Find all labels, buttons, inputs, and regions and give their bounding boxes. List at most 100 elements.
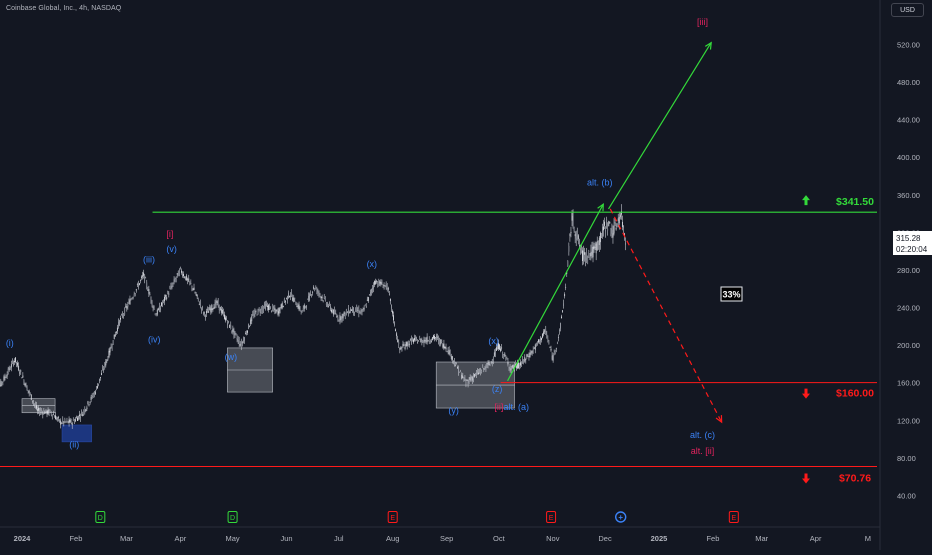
candle-body <box>260 312 261 313</box>
candle-body <box>337 317 338 320</box>
candle-body <box>17 363 18 366</box>
candle-body <box>160 308 161 310</box>
candle-body <box>550 347 551 348</box>
y-tick-label: 360.00 <box>897 191 920 200</box>
candle-body <box>448 348 449 352</box>
candle-body <box>454 361 455 365</box>
wave-label: alt. [ii] <box>691 446 715 456</box>
candle-body <box>93 396 94 397</box>
candle-body <box>389 294 390 295</box>
candle-body <box>353 307 354 313</box>
candle-body <box>493 359 494 360</box>
candle-body <box>574 228 575 231</box>
earnings-event-label: E <box>731 515 736 522</box>
candle-body <box>279 308 280 313</box>
candle-body <box>163 300 164 301</box>
candle-body <box>313 287 314 289</box>
candle-body <box>449 350 450 354</box>
currency-selector[interactable]: USD <box>891 3 924 17</box>
candle-body <box>388 288 389 290</box>
level-label: $160.00 <box>836 388 874 400</box>
candle-body <box>319 291 320 294</box>
candle-body <box>595 247 596 248</box>
candle-body <box>441 341 442 342</box>
candle-body <box>597 241 598 250</box>
candle-body <box>578 235 579 239</box>
candle-body <box>89 405 90 406</box>
candle-body <box>141 277 142 278</box>
candle-body <box>11 364 12 367</box>
candle-body <box>27 387 28 391</box>
candle-body <box>192 286 193 288</box>
candle-body <box>438 338 439 341</box>
x-tick-label: M <box>865 534 871 543</box>
candle-body <box>535 345 536 350</box>
candle-body <box>345 313 346 317</box>
candle-body <box>510 367 511 369</box>
candle-body <box>200 303 201 305</box>
candle-body <box>577 232 578 240</box>
dividend-event-label: D <box>98 515 103 522</box>
candle-body <box>207 310 208 311</box>
candle-body <box>568 246 569 252</box>
candle-body <box>357 310 358 311</box>
candle-body <box>221 309 222 313</box>
candle-body <box>459 372 460 373</box>
candle-body <box>174 279 175 282</box>
candle-body <box>280 308 281 311</box>
candle-body <box>444 344 445 349</box>
candle-body <box>243 340 244 342</box>
symbol-title: Coinbase Global, Inc., 4h, NASDAQ <box>6 5 121 12</box>
candle-body <box>502 352 503 355</box>
candle-body <box>114 335 115 340</box>
candle-body <box>471 378 472 380</box>
candle-body <box>41 411 42 412</box>
y-tick-label: 40.00 <box>897 491 916 500</box>
candle-body <box>351 310 352 311</box>
x-tick-label: Apr <box>175 534 187 543</box>
candle-body <box>397 340 398 343</box>
wave-label: alt. (a) <box>504 402 530 412</box>
candle-body <box>235 331 236 334</box>
candle-body <box>123 314 124 315</box>
candle-body <box>609 222 610 223</box>
candle-body <box>228 321 229 322</box>
candle-body <box>617 224 618 227</box>
candle-body <box>293 297 294 302</box>
candle-body <box>533 350 534 351</box>
candle-body <box>325 298 326 300</box>
candle-body <box>131 300 132 301</box>
candle-body <box>175 279 176 281</box>
candle-body <box>75 419 76 421</box>
candle-body <box>113 340 114 344</box>
candle-body <box>204 312 205 314</box>
wave-label: [ii] <box>494 402 503 412</box>
candle-body <box>385 285 386 286</box>
candle-body <box>341 317 342 320</box>
candle-body <box>215 302 216 308</box>
candle-body <box>210 308 211 312</box>
candle-body <box>8 369 9 373</box>
x-tick-label: Mar <box>120 534 133 543</box>
candle-body <box>439 339 440 344</box>
candle-body <box>525 359 526 360</box>
candle-body <box>379 281 380 283</box>
candle-body <box>492 362 493 363</box>
candle-body <box>311 295 312 296</box>
candle-body <box>64 419 65 421</box>
candle-body <box>491 362 492 363</box>
candle-body <box>352 309 353 312</box>
candle-body <box>616 228 617 230</box>
candle-body <box>158 309 159 310</box>
candle-body <box>122 314 123 316</box>
candle-body <box>532 351 533 353</box>
candle-body <box>562 310 563 311</box>
candle-body <box>43 411 44 414</box>
candle-body <box>120 318 121 320</box>
candle-body <box>391 305 392 309</box>
candle-body <box>593 247 594 257</box>
candle-body <box>336 316 337 317</box>
candle-body <box>369 294 370 295</box>
